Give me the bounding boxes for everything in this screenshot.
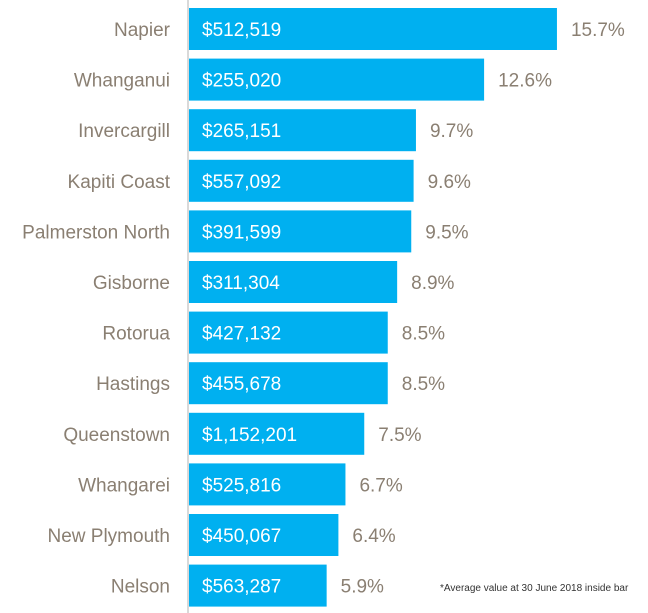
bar: [188, 514, 339, 556]
category-label: Hastings: [96, 374, 170, 395]
category-label: Nelson: [111, 577, 170, 598]
value-label: 6.7%: [359, 475, 402, 496]
value-label: 9.5%: [425, 222, 468, 243]
category-label: Gisborne: [93, 273, 170, 294]
bar: [188, 412, 365, 455]
category-label: Kapiti Coast: [68, 172, 171, 193]
bar: [188, 362, 388, 405]
inside-bar-label: $265,151: [202, 121, 281, 142]
bar: [188, 8, 557, 50]
category-label: New Plymouth: [48, 526, 171, 547]
category-label: Rotorua: [102, 324, 170, 345]
bar: [188, 109, 416, 152]
bar: [188, 311, 388, 354]
bar: [188, 159, 414, 202]
value-label: 8.9%: [411, 273, 454, 294]
category-label: Invercargill: [78, 121, 170, 142]
inside-bar-label: $311,304: [202, 273, 280, 294]
inside-bar-label: $1,152,201: [202, 425, 297, 446]
footnote: *Average value at 30 June 2018 inside ba…: [440, 583, 629, 594]
inside-bar-label: $427,132: [202, 324, 281, 345]
value-label: 8.5%: [402, 324, 445, 345]
category-label: Whangarei: [78, 475, 170, 496]
value-label: 9.7%: [430, 121, 473, 142]
value-label: 8.5%: [402, 374, 445, 395]
inside-bar-label: $557,092: [202, 172, 281, 193]
bar: [188, 463, 346, 506]
category-label: Queenstown: [63, 425, 170, 446]
bar: [188, 261, 398, 303]
value-label: 7.5%: [378, 425, 421, 446]
value-label: 12.6%: [498, 71, 552, 92]
value-label: 9.6%: [428, 172, 471, 193]
inside-bar-label: $563,287: [202, 577, 281, 598]
bar: [188, 210, 412, 253]
category-label: Napier: [114, 20, 171, 41]
value-label: 6.4%: [352, 526, 395, 547]
value-label: 15.7%: [571, 20, 625, 41]
inside-bar-label: $450,067: [202, 526, 281, 547]
inside-bar-label: $525,816: [202, 475, 281, 496]
bar: [188, 564, 327, 607]
bar: [188, 58, 485, 101]
category-label: Palmerston North: [22, 222, 170, 243]
category-label: Whanganui: [74, 71, 170, 92]
inside-bar-label: $455,678: [202, 374, 281, 395]
inside-bar-label: $512,519: [202, 20, 281, 41]
inside-bar-label: $255,020: [202, 71, 281, 92]
inside-bar-label: $391,599: [202, 222, 281, 243]
value-label: 5.9%: [341, 577, 384, 598]
